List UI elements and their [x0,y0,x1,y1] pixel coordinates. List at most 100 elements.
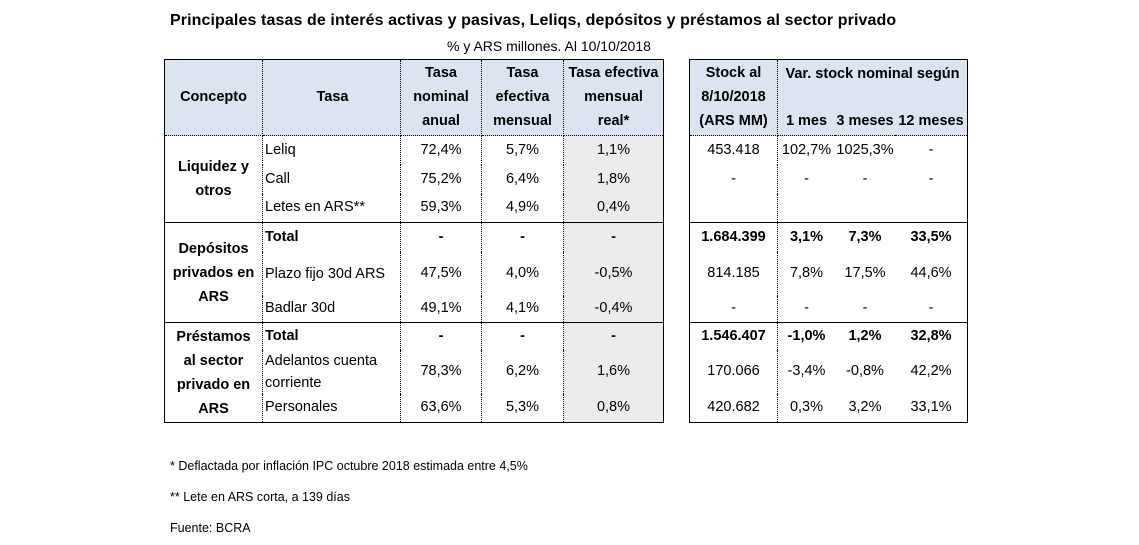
cell-tasa-real: - [563,222,664,252]
cell-tasa-nominal: - [400,322,482,350]
column-gap [663,322,690,350]
concepto-line: Depósitos [178,240,249,257]
header-12-meses: 12 meses [898,113,964,129]
interest-rates-table: Concepto Tasa Tasa nominal anual Tasa ef… [164,59,968,423]
header-tasa-efectiva-mensual-real: Tasa efectiva mensual real* [563,59,664,136]
cell-tasa-efectiva: 6,2% [481,349,564,394]
table-row: Liquidez y otros Leliq 72,4% 5,7% 1,1% 453.418… [164,135,968,223]
cell-tasa: Plazo fijo 30d ARS [262,251,401,296]
document-subtitle: % y ARS millones. Al 10/10/2018 [447,38,651,54]
column-gap [663,193,690,223]
cell-var-3-meses: 17,5% [844,265,886,281]
cell-stock: 1.684.399 [689,222,778,252]
column-gap [663,164,690,194]
document-title: Principales tasas de interés activas y p… [170,12,897,29]
header-tasa-efectiva-mensual: Tasa efectiva mensual [481,59,564,136]
table-row: Badlar 30d 49,1% 4,1% -0,4% - - - - [165,295,968,323]
cell-var-12-meses: - [895,135,968,165]
cell-tasa-efectiva: 4,0% [481,251,564,296]
cell-tasa: Adelantos cuenta corriente [262,349,401,394]
concepto-line: Préstamos [176,328,251,345]
cell-stock: - [689,295,778,323]
column-gap [663,295,690,323]
column-gap [663,222,690,252]
cell-var-12-meses: 32,8% [895,322,968,350]
cell-var-1-mes: - [777,295,835,323]
cell-var-12-meses: 33,1% [895,393,968,423]
cell-var-3-meses: 1,2% [848,327,882,344]
cell-stock: 170.066 [689,349,778,394]
cell-tasa: Call [262,164,401,194]
header-stock: Stock al 8/10/2018 (ARS MM) [689,59,778,136]
cell-tasa-real: 1,6% [563,349,664,394]
cell-tasa-real: 1,8% [563,164,664,194]
table-body: Liquidez y otros Leliq 72,4% 5,7% 1,1% 453.418… [164,135,968,423]
cell-stock: 453.418 [689,135,778,165]
cell-tasa-nominal: 49,1% [400,295,482,323]
cell-var-12-meses [895,193,968,223]
cell-tasa-nominal: 47,5% [400,251,482,296]
cell-tasa-real: 1,1% [563,135,664,165]
cell-tasa-nominal: - [400,222,482,252]
header-tasa: Tasa [262,59,401,136]
header-var-stock-label: Var. stock nominal según [785,66,960,82]
cell-stock: 1.546.407 [689,322,778,350]
cell-var-1-mes: 7,8% [789,265,824,281]
cell-tasa-real: 0,4% [563,193,664,223]
row-group-concepto: Préstamos al sector privado en ARS [164,322,263,423]
cell-stock: 814.185 [689,251,778,296]
cell-tasa: Total [262,322,401,350]
cell-tasa: Letes en ARS** [262,193,401,223]
table-row: Depósitos privados en ARS Total - - -1.684.399… [164,222,968,323]
cell-var-1-mes: 0,3% [777,393,835,423]
cell-var-12-meses: - [895,164,968,194]
cell-tasa-nominal: 59,3% [400,193,482,223]
cell-tasa-real: - [563,322,664,350]
cell-var-1-mes: 3,1% [789,228,824,245]
cell-tasa-nominal: 63,6% [400,393,482,423]
cell-tasa: Badlar 30d [262,295,401,323]
cell-var-12-meses: - [895,295,968,323]
cell-var-3-meses: 7,3% [848,228,882,245]
row-group-concepto: Depósitos privados en ARS [164,222,263,323]
footnote-fuente: Fuente: BCRA [170,521,251,535]
concepto-line: privado en [176,376,251,393]
cell-var-3-meses: - [862,170,868,187]
column-gap [663,59,690,136]
cell-var-1-mes: -1,0% [787,327,826,344]
concepto-line: ARS [198,288,229,305]
cell-tasa-real: -0,5% [563,251,664,296]
header-concepto: Concepto [164,59,263,136]
header-var-stock: Var. stock nominal según 1 mes 3 meses 1… [777,59,968,136]
cell-var-3-meses: 1025,3% [836,141,894,158]
cell-var-1-mes: -3,4% [787,363,826,379]
cell-var-12-meses: 44,6% [895,251,968,296]
cell-tasa-efectiva: 4,1% [481,295,564,323]
cell-tasa-efectiva: - [481,322,564,350]
concepto-line: al sector [183,352,244,369]
cell-var-1-mes [777,193,835,223]
cell-tasa: Personales [262,393,401,423]
concepto-line: otros [195,183,232,199]
cell-var-1-mes: 102,7% [781,141,832,158]
header-tasa-nominal-anual: Tasa nominal anual [400,59,482,136]
cell-tasa-efectiva: 5,3% [481,393,564,423]
cell-tasa-nominal: 78,3% [400,349,482,394]
cell-tasa-efectiva: 6,4% [481,164,564,194]
table-row: Letes en ARS** 59,3% 4,9% 0,4% [165,193,968,223]
cell-var-1-mes: - [804,170,809,187]
column-gap [663,251,690,296]
header-1-mes: 1 mes [785,113,828,129]
cell-stock [689,193,778,223]
cell-tasa: Total [262,222,401,252]
table-row: Personales 63,6% 5,3% 0,8% 420.682 0,3% 3,2% 33… [165,393,968,423]
footnote-lete: ** Lete en ARS corta, a 139 días [170,490,350,504]
footnote-deflactada: * Deflactada por inflación IPC octubre 2… [170,459,528,473]
cell-stock: - [689,164,778,194]
table-row: Call 75,2% 6,4% 1,8% - - - - [165,164,968,194]
column-gap [663,135,690,165]
table-row: Adelantos cuenta corriente 78,3% 6,2% 1,6% 1… [165,349,968,394]
cell-tasa-real: 0,8% [563,393,664,423]
cell-var-3-meses [835,193,895,223]
cell-tasa-nominal: 72,4% [400,135,482,165]
